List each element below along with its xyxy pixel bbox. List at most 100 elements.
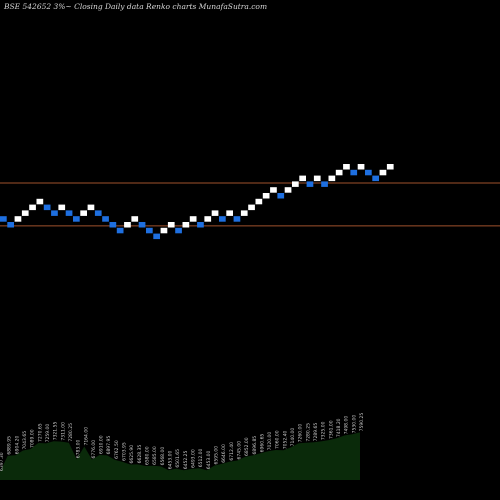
volume-label-32: 6852.00 <box>244 437 250 456</box>
renko-brick-53 <box>386 164 394 170</box>
volume-label-39: 7260.00 <box>298 424 304 443</box>
volume-label-25: 6493.00 <box>190 449 196 468</box>
volume-label-22: 6453.00 <box>168 450 174 469</box>
renko-brick-7 <box>51 210 58 216</box>
renko-brick-9 <box>65 210 73 216</box>
volume-label-17: 6625.90 <box>129 445 135 464</box>
renko-brick-50 <box>365 169 372 176</box>
volume-label-8: 7311.00 <box>60 422 66 441</box>
volume-label-2: 6904.20 <box>14 435 20 454</box>
renko-brick-5 <box>36 198 44 205</box>
volume-label-23: 6501.65 <box>175 449 181 468</box>
renko-brick-23 <box>167 222 175 228</box>
volume-label-1: 6889.95 <box>7 436 13 455</box>
volume-label-10: 6783.00 <box>76 439 82 458</box>
volume-fill <box>0 432 360 480</box>
volume-label-3: 7043.65 <box>22 431 28 450</box>
renko-brick-18 <box>131 216 139 222</box>
renko-brick-39 <box>284 187 292 193</box>
renko-brick-17 <box>124 222 131 228</box>
volume-label-27: 6453.00 <box>206 450 212 469</box>
renko-brick-49 <box>357 164 365 170</box>
renko-brick-52 <box>379 169 387 176</box>
renko-brick-28 <box>204 216 212 222</box>
reference-lines <box>0 182 500 227</box>
volume-label-21: 6568.00 <box>160 447 166 466</box>
renko-brick-10 <box>73 216 80 222</box>
volume-label-34: 6960.65 <box>259 434 265 453</box>
volume-label-47: 7590.25 <box>359 413 365 432</box>
renko-brick-30 <box>219 216 226 222</box>
renko-brick-27 <box>197 222 204 228</box>
volume-label-20: 6585.00 <box>152 446 158 465</box>
renko-brick-37 <box>270 187 277 193</box>
volume-label-36: 7060.00 <box>275 430 281 449</box>
renko-brick-40 <box>292 181 299 187</box>
volume-label-43: 7361.00 <box>328 420 334 439</box>
volume-label-29: 6646.00 <box>221 444 227 463</box>
renko-brick-26 <box>189 216 197 222</box>
volume-label-38: 7140.00 <box>290 428 296 447</box>
volume-label-13: 6910.00 <box>99 435 105 454</box>
volume-label-26: 6512.00 <box>198 449 204 468</box>
volume-label-46: 7530.00 <box>351 415 357 434</box>
renko-brick-14 <box>102 216 109 222</box>
renko-brick-2 <box>14 216 22 222</box>
volume-label-24: 6452.25 <box>183 451 189 470</box>
renko-brick-12 <box>87 204 95 211</box>
renko-brick-42 <box>306 181 314 187</box>
renko-brick-33 <box>240 210 248 216</box>
renko-brick-48 <box>350 169 358 176</box>
volume-label-40: 7280.25 <box>305 423 311 442</box>
renko-brick-45 <box>328 175 336 182</box>
volume-label-15: 6762.50 <box>114 440 120 459</box>
renko-brick-32 <box>233 216 241 222</box>
renko-brick-43 <box>313 175 321 182</box>
volume-label-16: 6703.95 <box>122 442 128 461</box>
volume-label-4: 7089.00 <box>30 429 36 448</box>
renko-brick-8 <box>58 204 66 211</box>
volume-label-7: 7321.55 <box>53 422 59 441</box>
renko-brick-34 <box>248 204 255 211</box>
renko-brick-3 <box>21 210 29 216</box>
renko-brick-11 <box>80 210 87 216</box>
volume-label-11: 7164.00 <box>83 427 89 446</box>
renko-brick-15 <box>109 222 117 228</box>
renko-brick-20 <box>146 227 153 234</box>
renko-brick-4 <box>29 204 36 211</box>
volume-label-35: 7020.00 <box>267 432 273 451</box>
renko-brick-38 <box>277 193 285 199</box>
renko-brick-19 <box>138 222 146 228</box>
volume-label-14: 6897.95 <box>106 436 112 455</box>
renko-brick-36 <box>262 193 270 199</box>
renko-brick-29 <box>211 210 219 216</box>
volume-label-37: 7052.40 <box>282 431 288 450</box>
renko-brick-31 <box>226 210 233 216</box>
renko-brick-44 <box>321 181 328 187</box>
volume-label-45: 7498.00 <box>344 416 350 435</box>
renko-brick-24 <box>175 227 182 234</box>
renko-brick-16 <box>116 227 124 234</box>
volume-label-28: 6595.00 <box>213 446 219 465</box>
renko-brick-35 <box>255 198 263 205</box>
volume-label-6: 7259.00 <box>45 424 51 443</box>
volume-label-12: 6776.00 <box>91 440 97 459</box>
renko-brick-25 <box>182 222 190 228</box>
renko-brick-46 <box>335 169 343 176</box>
renko-brick-1 <box>7 222 14 228</box>
renko-brick-21 <box>153 233 160 240</box>
renko-brick-51 <box>372 175 379 182</box>
renko-brick-6 <box>43 204 51 211</box>
chart-title: BSE 542652 3%~ Closing Daily data Renko … <box>4 2 268 11</box>
volume-label-19: 6580.00 <box>145 446 151 465</box>
renko-brick-0 <box>0 216 7 222</box>
volume-label-0: 6397.30 <box>0 452 5 471</box>
volume-label-5: 7270.65 <box>37 423 43 442</box>
volume-label-18: 6628.35 <box>137 445 143 464</box>
volume-label-30: 6712.40 <box>229 442 235 461</box>
renko-brick-13 <box>94 210 102 216</box>
renko-brick-22 <box>160 227 168 234</box>
volume-label-31: 6745.00 <box>236 441 242 460</box>
